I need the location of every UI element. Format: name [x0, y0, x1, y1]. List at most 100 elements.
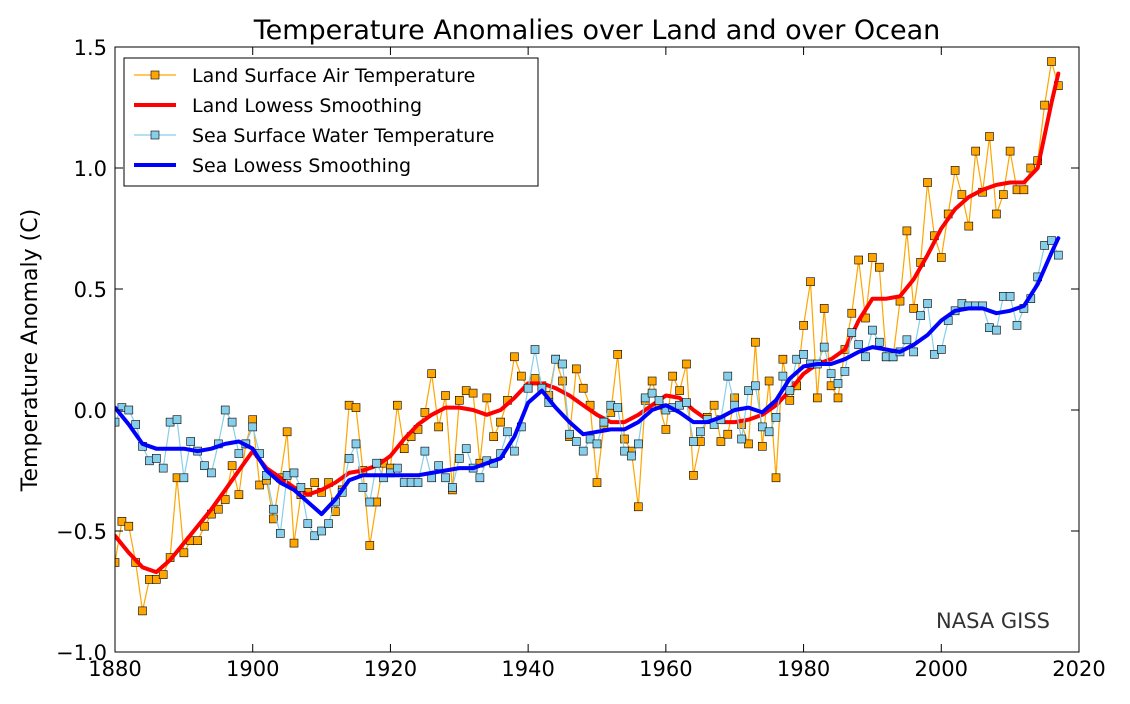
- sea-temperature-point: [578, 446, 588, 456]
- sea-temperature-point: [633, 439, 643, 449]
- land-temperature-point: [1040, 100, 1049, 110]
- y-tick-label: 0.5: [74, 278, 107, 302]
- land-temperature-point: [220, 495, 230, 504]
- land-temperature-point: [812, 393, 822, 403]
- land-temperature-point: [689, 470, 698, 480]
- sea-temperature-point: [799, 349, 808, 359]
- land-temperature-point: [330, 507, 340, 516]
- land-temperature-point: [399, 444, 409, 454]
- sea-temperature-point: [771, 412, 781, 422]
- sea-temperature-point: [172, 415, 182, 425]
- land-temperature-point: [468, 388, 478, 398]
- x-tick-label: 2000: [915, 657, 968, 681]
- sea-temperature-point: [523, 383, 533, 393]
- land-temperature-point: [751, 337, 760, 347]
- land-temperature-point: [647, 376, 657, 386]
- y-tick-label: 1.5: [74, 36, 107, 60]
- land-temperature-point: [117, 516, 127, 526]
- sea-temperature-point: [833, 379, 843, 388]
- land-temperature-point: [434, 422, 443, 432]
- land-temperature-point: [351, 403, 361, 412]
- sea-temperature-point: [186, 437, 195, 446]
- sea-temperature-point: [152, 454, 161, 463]
- sea-temperature-point: [1005, 291, 1015, 301]
- sea-temperature-point: [207, 468, 216, 478]
- land-temperature-point: [115, 558, 120, 567]
- sea-temperature-point: [744, 386, 753, 395]
- land-temperature-point: [269, 514, 278, 524]
- land-temperature-point: [454, 395, 464, 405]
- land-temperature-point: [200, 521, 209, 531]
- sea-temperature-point: [392, 463, 402, 473]
- land-temperature-point: [936, 253, 946, 262]
- land-temperature-point: [744, 439, 753, 449]
- x-tick-label: 1880: [88, 657, 141, 681]
- land-temperature-point: [124, 521, 134, 531]
- land-temperature-point: [902, 226, 912, 236]
- plot-area: [115, 57, 1063, 616]
- sea-temperature-point: [200, 461, 209, 471]
- sea-temperature-point: [751, 381, 760, 391]
- land-temperature-point: [716, 437, 726, 446]
- sea-temperature-point: [503, 427, 512, 437]
- sea-temperature-point: [627, 451, 636, 461]
- land-temperature-point: [530, 374, 540, 383]
- land-temperature-point: [709, 400, 719, 410]
- land-temperature-point: [310, 478, 320, 487]
- land-temperature-point: [420, 408, 430, 417]
- sea-temperature-point: [179, 473, 189, 483]
- sea-temperature-point: [248, 422, 257, 432]
- sea-temperature-point: [654, 395, 664, 405]
- land-temperature-point: [578, 383, 588, 393]
- sea-temperature-point: [778, 371, 788, 381]
- sea-temperature-point: [840, 366, 850, 376]
- x-tick-label: 1980: [777, 657, 830, 681]
- sea-temperature-point: [413, 478, 423, 487]
- sea-temperature-point: [365, 497, 375, 507]
- land-temperature-point: [138, 606, 147, 616]
- land-temperature-point: [957, 190, 967, 199]
- y-tick-label: −0.5: [56, 520, 107, 544]
- land-temperature-point: [255, 480, 264, 490]
- legend-label: Sea Lowess Smoothing: [192, 155, 411, 177]
- plot-frame: [114, 46, 1080, 653]
- sea-temperature-point: [689, 437, 698, 446]
- sea-temperature-point: [530, 345, 540, 354]
- land-temperature-point: [1026, 163, 1036, 173]
- sea-temperature-point: [854, 340, 864, 350]
- sea-temperature-point: [682, 398, 691, 408]
- land-temperature-point: [289, 538, 299, 548]
- land-temperature-point: [427, 369, 437, 379]
- sea-temperature-point: [909, 347, 919, 357]
- land-temperature-point: [158, 570, 168, 579]
- land-temperature-point: [392, 400, 402, 410]
- sea-temperature-point: [695, 427, 705, 437]
- sea-temperature-point: [819, 342, 829, 352]
- sea-temperature-point: [344, 454, 354, 463]
- land-temperature-point: [668, 371, 678, 381]
- legend-swatch-marker: [150, 70, 160, 80]
- legend-label: Sea Surface Water Temperature: [192, 125, 494, 147]
- sea-temperature-point: [234, 449, 244, 458]
- y-tick-label: 1.0: [74, 157, 107, 181]
- land-temperature-point: [365, 541, 375, 550]
- sea-temperature-point: [124, 405, 134, 415]
- sea-temperature-point: [764, 427, 774, 437]
- land-temperature-point: [764, 376, 774, 386]
- legend-box: [123, 57, 539, 187]
- land-temperature-point: [992, 209, 1001, 219]
- sea-temperature-point: [737, 434, 746, 444]
- sea-temperature-point: [640, 393, 650, 403]
- legend-label: Land Lowess Smoothing: [192, 95, 422, 117]
- y-tick-label: 0.0: [74, 399, 107, 423]
- sea-temperature-point: [448, 483, 457, 492]
- sea-temperature-point: [723, 371, 733, 381]
- land-temperature-point: [592, 478, 602, 487]
- land-temperature-point: [496, 417, 505, 427]
- land-temperature-point: [179, 548, 189, 558]
- sea-temperature-point: [358, 483, 368, 492]
- source-annotation: NASA GISS: [936, 609, 1050, 633]
- sea-temperature-point: [888, 352, 898, 362]
- sea-temperature-point: [757, 422, 767, 432]
